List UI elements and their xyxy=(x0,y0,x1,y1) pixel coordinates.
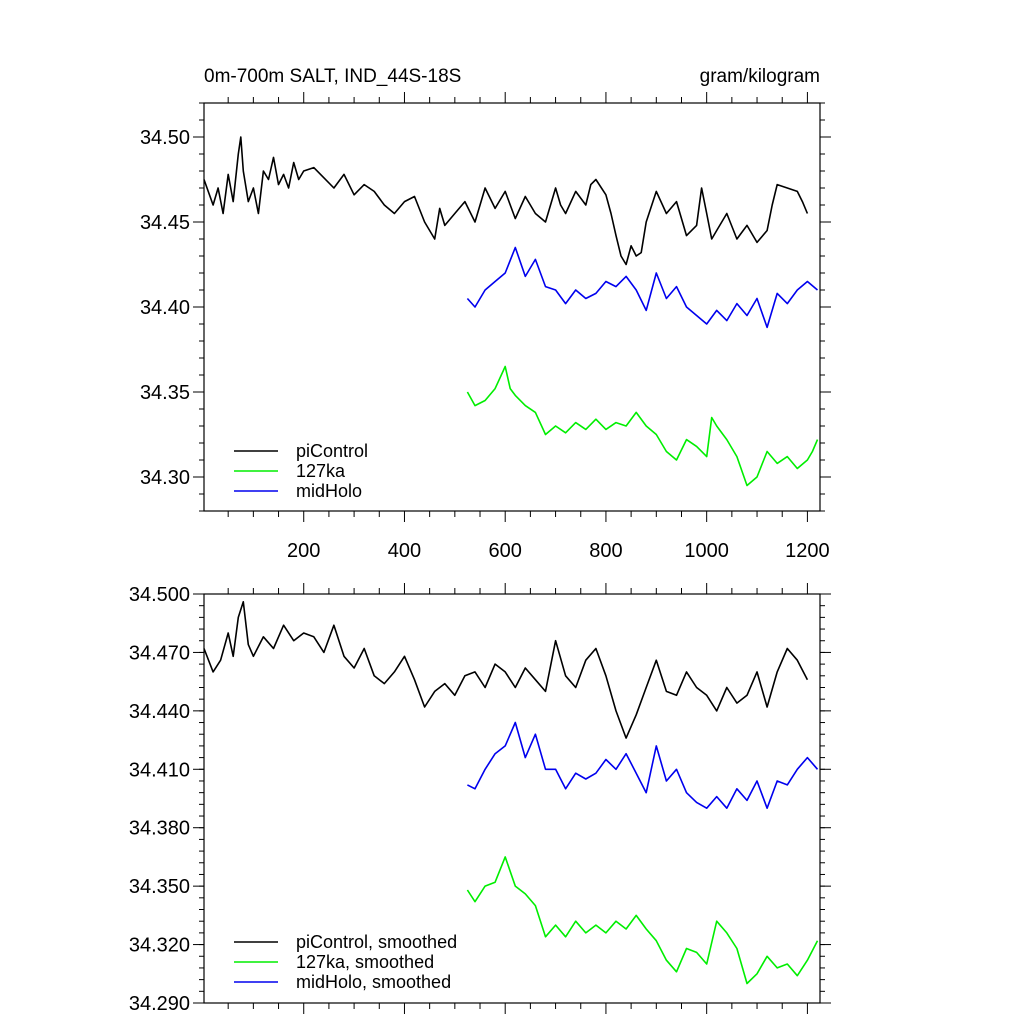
top-y-tick-label: 34.50 xyxy=(140,127,190,149)
legend-label: piControl xyxy=(296,441,368,461)
series-line-midholo-smoothed xyxy=(467,723,817,809)
bottom-y-tick-label: 34.470 xyxy=(129,642,190,664)
chart-title-left: 0m-700m SALT, IND_44S-18S xyxy=(204,66,461,87)
x-tick-label: 1000 xyxy=(684,540,729,562)
legend-label: piControl, smoothed xyxy=(296,932,457,952)
top-y-tick-label: 34.40 xyxy=(140,297,190,319)
x-tick-label: 600 xyxy=(489,540,522,562)
bottom-y-tick-label: 34.440 xyxy=(129,701,190,723)
top-y-tick-label: 34.30 xyxy=(140,467,190,489)
bottom-y-tick-label: 34.290 xyxy=(129,993,190,1015)
top-series-lines xyxy=(204,137,818,486)
bottom-y-tick-label: 34.350 xyxy=(129,876,190,898)
bottom-ticks xyxy=(193,583,831,1014)
bottom-series-lines xyxy=(204,602,818,984)
top-tick-labels: 34.30 34.35 34.40 34.45 34.50 200 400 600 800 100… xyxy=(140,127,830,562)
top-panel: 0m-700m SALT, IND_44S-18S gram/kilogram … xyxy=(140,66,831,562)
bottom-y-tick-label: 34.500 xyxy=(129,584,190,606)
x-tick-label: 1200 xyxy=(785,540,830,562)
top-y-tick-label: 34.45 xyxy=(140,212,190,234)
legend-label: midHolo xyxy=(296,481,362,501)
series-line-midholo xyxy=(467,248,817,328)
x-tick-label: 400 xyxy=(388,540,421,562)
bottom-panel: 34.290 34.320 34.350 34.380 34.410 34.440 34.4… xyxy=(129,583,831,1015)
x-tick-label: 800 xyxy=(589,540,622,562)
series-line-picontrol xyxy=(204,137,807,265)
x-tick-label: 200 xyxy=(287,540,320,562)
bottom-y-tick-label: 34.320 xyxy=(129,935,190,957)
bottom-y-tick-label: 34.410 xyxy=(129,759,190,781)
series-line-127ka xyxy=(467,367,817,486)
legend-label: 127ka, smoothed xyxy=(296,952,434,972)
chart-title-right: gram/kilogram xyxy=(700,66,820,87)
series-line-127ka-smoothed xyxy=(467,857,817,984)
top-y-tick-label: 34.35 xyxy=(140,382,190,404)
series-line-picontrol-smoothed xyxy=(204,602,807,738)
legend-label: midHolo, smoothed xyxy=(296,972,451,992)
bottom-y-tick-label: 34.380 xyxy=(129,818,190,840)
bottom-tick-labels: 34.290 34.320 34.350 34.380 34.410 34.440 34.4… xyxy=(129,584,190,1015)
legend-label: 127ka xyxy=(296,461,346,481)
